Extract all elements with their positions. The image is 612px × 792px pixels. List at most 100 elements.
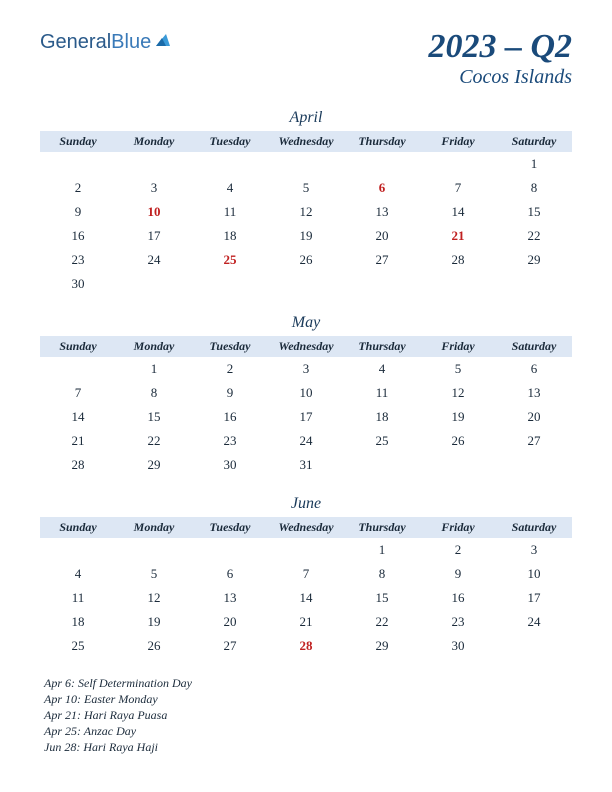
day-cell: 21 — [420, 224, 496, 248]
calendar-table: SundayMondayTuesdayWednesdayThursdayFrid… — [40, 336, 572, 477]
day-cell: 27 — [344, 248, 420, 272]
day-cell: 5 — [268, 176, 344, 200]
day-cell — [116, 272, 192, 296]
day-cell: 6 — [344, 176, 420, 200]
table-row: 252627282930 — [40, 634, 572, 658]
day-header: Sunday — [40, 517, 116, 538]
title-region: Cocos Islands — [428, 66, 572, 89]
day-cell: 4 — [344, 357, 420, 381]
day-cell — [420, 453, 496, 477]
calendar-table: SundayMondayTuesdayWednesdayThursdayFrid… — [40, 517, 572, 658]
table-row: 78910111213 — [40, 381, 572, 405]
table-row: 16171819202122 — [40, 224, 572, 248]
day-cell: 12 — [116, 586, 192, 610]
calendar-june: June SundayMondayTuesdayWednesdayThursday… — [40, 495, 572, 658]
day-cell: 22 — [496, 224, 572, 248]
day-cell — [268, 152, 344, 176]
holiday-entry: Apr 6: Self Determination Day — [44, 676, 572, 691]
table-row: 23242526272829 — [40, 248, 572, 272]
holiday-entry: Apr 25: Anzac Day — [44, 724, 572, 739]
day-cell: 9 — [420, 562, 496, 586]
day-cell: 24 — [268, 429, 344, 453]
day-cell: 9 — [40, 200, 116, 224]
day-header: Saturday — [496, 517, 572, 538]
day-cell: 25 — [192, 248, 268, 272]
table-row: 28293031 — [40, 453, 572, 477]
day-cell: 12 — [268, 200, 344, 224]
day-cell: 26 — [268, 248, 344, 272]
day-cell: 27 — [192, 634, 268, 658]
day-cell: 19 — [116, 610, 192, 634]
day-cell: 13 — [496, 381, 572, 405]
day-cell: 15 — [116, 405, 192, 429]
day-cell — [496, 634, 572, 658]
day-cell: 6 — [496, 357, 572, 381]
day-cell: 20 — [496, 405, 572, 429]
table-row: 9101112131415 — [40, 200, 572, 224]
day-cell: 28 — [40, 453, 116, 477]
holiday-entry: Jun 28: Hari Raya Haji — [44, 740, 572, 755]
day-cell: 17 — [116, 224, 192, 248]
table-row: 21222324252627 — [40, 429, 572, 453]
day-cell: 1 — [496, 152, 572, 176]
day-header: Saturday — [496, 336, 572, 357]
day-header: Tuesday — [192, 336, 268, 357]
day-cell: 1 — [116, 357, 192, 381]
table-row: 1 — [40, 152, 572, 176]
day-cell: 22 — [116, 429, 192, 453]
day-cell: 9 — [192, 381, 268, 405]
day-header: Saturday — [496, 131, 572, 152]
day-cell — [40, 357, 116, 381]
day-header: Sunday — [40, 131, 116, 152]
table-row: 123456 — [40, 357, 572, 381]
day-cell: 4 — [192, 176, 268, 200]
day-cell — [496, 272, 572, 296]
day-cell: 14 — [40, 405, 116, 429]
day-cell: 18 — [192, 224, 268, 248]
day-cell: 4 — [40, 562, 116, 586]
day-cell: 14 — [268, 586, 344, 610]
day-header: Tuesday — [192, 131, 268, 152]
day-cell: 22 — [344, 610, 420, 634]
logo-text-blue: Blue — [111, 31, 151, 54]
day-cell: 2 — [40, 176, 116, 200]
day-cell: 8 — [496, 176, 572, 200]
day-cell: 30 — [40, 272, 116, 296]
day-cell: 3 — [268, 357, 344, 381]
day-cell: 19 — [268, 224, 344, 248]
month-name: June — [40, 495, 572, 513]
day-cell: 5 — [420, 357, 496, 381]
day-cell — [268, 538, 344, 562]
day-header: Wednesday — [268, 131, 344, 152]
day-header: Thursday — [344, 131, 420, 152]
day-cell: 8 — [116, 381, 192, 405]
day-header: Monday — [116, 517, 192, 538]
table-row: 18192021222324 — [40, 610, 572, 634]
day-cell: 16 — [192, 405, 268, 429]
day-cell: 8 — [344, 562, 420, 586]
day-cell: 29 — [116, 453, 192, 477]
day-cell: 21 — [40, 429, 116, 453]
table-row: 11121314151617 — [40, 586, 572, 610]
day-cell: 15 — [344, 586, 420, 610]
title-block: 2023 – Q2 Cocos Islands — [428, 30, 572, 89]
day-cell: 10 — [116, 200, 192, 224]
day-header: Thursday — [344, 517, 420, 538]
table-row: 2345678 — [40, 176, 572, 200]
day-cell: 16 — [420, 586, 496, 610]
day-header: Tuesday — [192, 517, 268, 538]
holiday-entry: Apr 21: Hari Raya Puasa — [44, 708, 572, 723]
day-cell: 25 — [344, 429, 420, 453]
day-header: Friday — [420, 336, 496, 357]
day-cell: 17 — [496, 586, 572, 610]
day-cell: 1 — [344, 538, 420, 562]
day-cell: 26 — [420, 429, 496, 453]
day-header: Thursday — [344, 336, 420, 357]
calendar-table: SundayMondayTuesdayWednesdayThursdayFrid… — [40, 131, 572, 296]
day-cell — [496, 453, 572, 477]
day-cell: 13 — [192, 586, 268, 610]
day-cell: 31 — [268, 453, 344, 477]
table-row: 123 — [40, 538, 572, 562]
day-cell: 17 — [268, 405, 344, 429]
day-cell: 24 — [496, 610, 572, 634]
